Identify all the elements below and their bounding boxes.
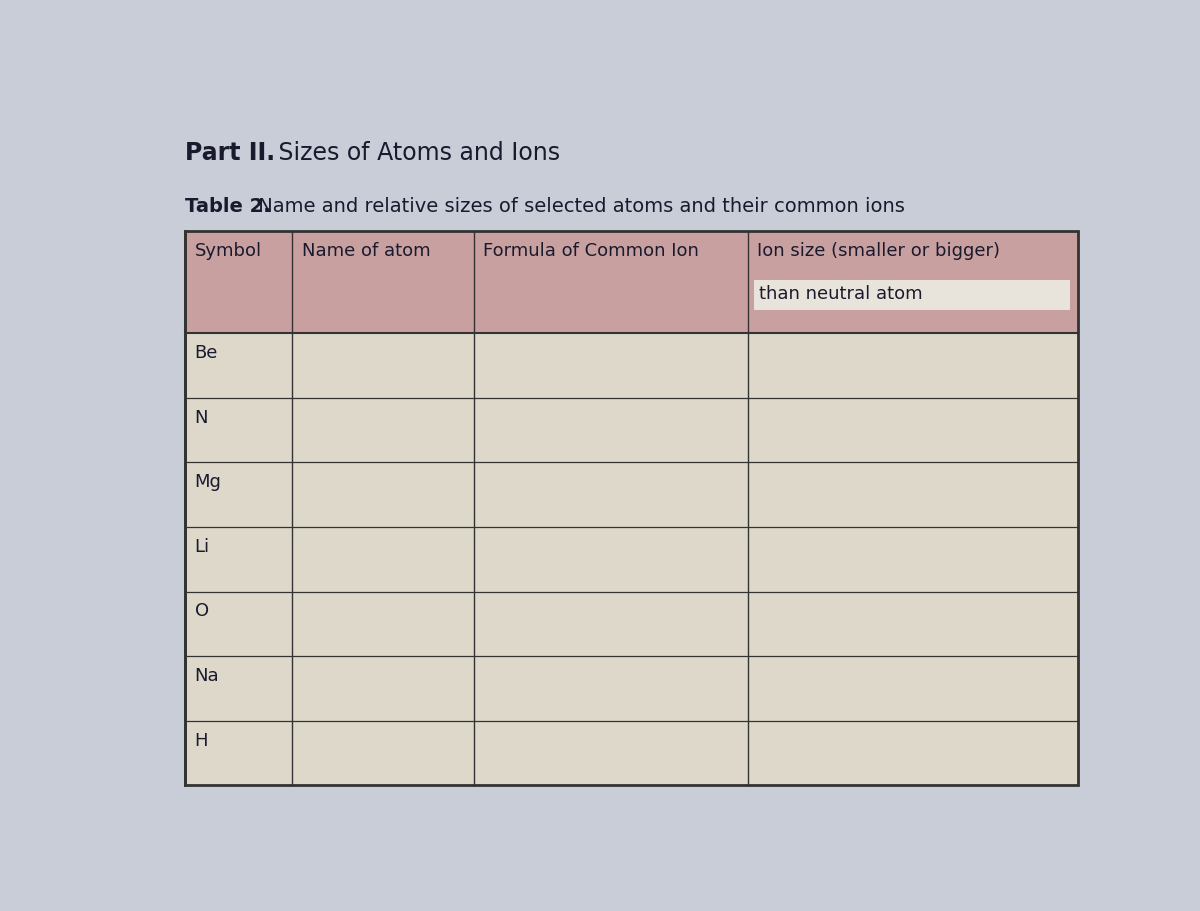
Bar (185, 232, 1078, 785)
Bar (293, 721, 474, 785)
Text: Name of atom: Name of atom (301, 242, 431, 260)
Bar (293, 527, 474, 592)
Bar (474, 721, 748, 785)
Bar (293, 592, 474, 657)
Bar (293, 333, 474, 398)
Bar (748, 657, 1078, 721)
Bar (748, 592, 1078, 657)
Bar (474, 398, 748, 463)
Bar (748, 232, 1078, 333)
Bar (474, 232, 748, 333)
Bar (474, 592, 748, 657)
Bar (185, 333, 293, 398)
Text: Ion size (smaller or bigger): Ion size (smaller or bigger) (757, 242, 1001, 260)
Bar (185, 398, 293, 463)
Text: Formula of Common Ion: Formula of Common Ion (482, 242, 698, 260)
Text: Part II.: Part II. (185, 141, 276, 165)
Bar (185, 527, 293, 592)
Text: N: N (194, 408, 208, 426)
Text: Symbol: Symbol (194, 242, 262, 260)
Bar (754, 281, 1069, 311)
Text: Na: Na (194, 666, 220, 684)
Bar (474, 463, 748, 527)
Text: Name and relative sizes of selected atoms and their common ions: Name and relative sizes of selected atom… (252, 197, 905, 216)
Bar (293, 232, 474, 333)
Bar (185, 232, 293, 333)
Bar (185, 721, 293, 785)
Bar (474, 657, 748, 721)
Bar (185, 463, 293, 527)
Bar (748, 333, 1078, 398)
Text: O: O (194, 602, 209, 619)
Bar (293, 463, 474, 527)
Bar (293, 398, 474, 463)
Text: Sizes of Atoms and Ions: Sizes of Atoms and Ions (271, 141, 560, 165)
Bar (474, 527, 748, 592)
Text: than neutral atom: than neutral atom (760, 285, 923, 303)
Text: Table 2.: Table 2. (185, 197, 271, 216)
Text: H: H (194, 731, 208, 749)
Bar (748, 527, 1078, 592)
Text: Li: Li (194, 537, 210, 555)
Bar (185, 657, 293, 721)
Bar (185, 592, 293, 657)
Text: Be: Be (194, 343, 218, 362)
Bar (748, 398, 1078, 463)
Bar (474, 333, 748, 398)
Bar (748, 721, 1078, 785)
Text: Mg: Mg (194, 473, 222, 491)
Bar (748, 463, 1078, 527)
Bar (293, 657, 474, 721)
